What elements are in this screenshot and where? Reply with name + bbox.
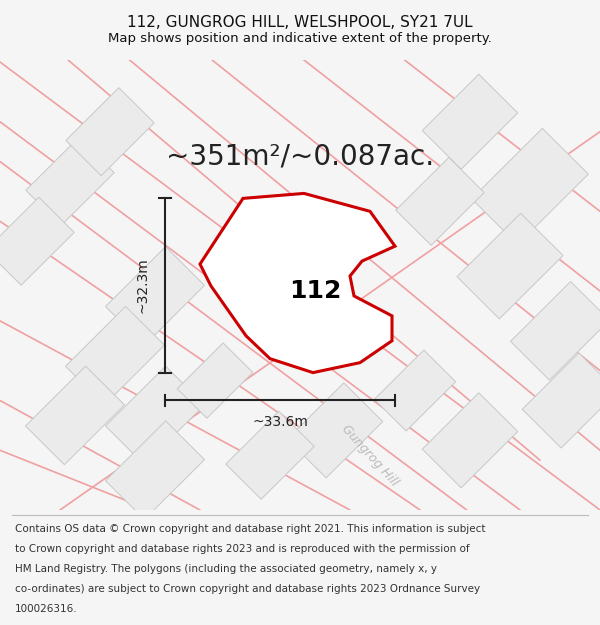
Polygon shape [511, 281, 600, 380]
Polygon shape [0, 198, 74, 285]
Polygon shape [422, 392, 518, 488]
Text: ~33.6m: ~33.6m [252, 416, 308, 429]
Polygon shape [200, 193, 395, 372]
Polygon shape [106, 366, 205, 465]
Text: Gungrog Hill: Gungrog Hill [339, 422, 401, 489]
Polygon shape [374, 350, 455, 431]
Polygon shape [26, 366, 124, 465]
Text: Contains OS data © Crown copyright and database right 2021. This information is : Contains OS data © Crown copyright and d… [15, 524, 485, 534]
Polygon shape [106, 247, 205, 345]
Polygon shape [106, 421, 205, 519]
Polygon shape [65, 306, 164, 405]
Polygon shape [522, 353, 600, 448]
Polygon shape [26, 138, 114, 226]
Polygon shape [472, 128, 589, 244]
Text: ~32.3m: ~32.3m [136, 258, 150, 313]
Text: HM Land Registry. The polygons (including the associated geometry, namely x, y: HM Land Registry. The polygons (includin… [15, 564, 437, 574]
Polygon shape [396, 158, 484, 246]
Text: ~351m²/~0.087ac.: ~351m²/~0.087ac. [166, 142, 434, 171]
Polygon shape [457, 213, 563, 319]
Polygon shape [226, 411, 314, 499]
Text: to Crown copyright and database rights 2023 and is reproduced with the permissio: to Crown copyright and database rights 2… [15, 544, 470, 554]
Polygon shape [422, 74, 518, 169]
Polygon shape [66, 88, 154, 176]
Text: co-ordinates) are subject to Crown copyright and database rights 2023 Ordnance S: co-ordinates) are subject to Crown copyr… [15, 584, 480, 594]
Polygon shape [177, 343, 253, 418]
Text: 100026316.: 100026316. [15, 604, 77, 614]
Text: 112: 112 [289, 279, 341, 303]
Text: 112, GUNGROG HILL, WELSHPOOL, SY21 7UL: 112, GUNGROG HILL, WELSHPOOL, SY21 7UL [127, 15, 473, 30]
Text: Map shows position and indicative extent of the property.: Map shows position and indicative extent… [108, 32, 492, 45]
Polygon shape [287, 383, 383, 478]
